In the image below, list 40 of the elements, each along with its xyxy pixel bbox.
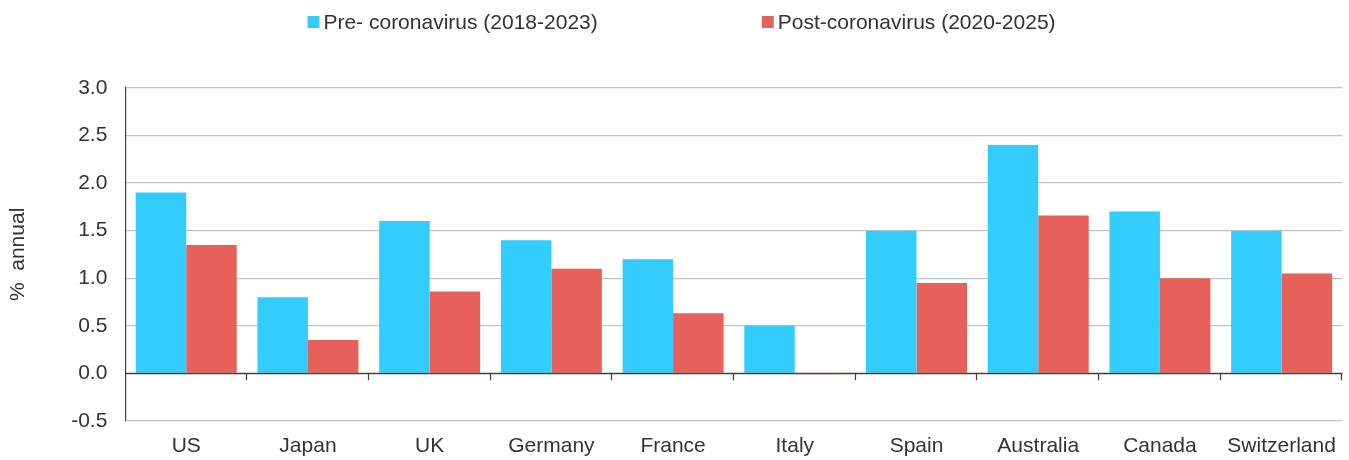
bar <box>1231 230 1282 373</box>
y-tick-label: 2.0 <box>78 169 108 193</box>
legend-label: Post-coronavirus (2020-2025) <box>777 9 1056 33</box>
bar <box>500 240 552 373</box>
bar <box>307 339 359 373</box>
bar <box>987 145 1039 373</box>
x-tick-label: UK <box>415 433 445 457</box>
bar <box>551 268 602 373</box>
bar <box>744 325 795 373</box>
y-tick-label: 3.0 <box>78 74 108 98</box>
x-tick-label: Australia <box>997 433 1080 457</box>
bar <box>1281 273 1333 373</box>
y-tick-label: 1.5 <box>78 217 108 241</box>
x-tick-label: France <box>640 433 706 457</box>
bar <box>1109 211 1160 373</box>
bar <box>429 291 481 373</box>
bar <box>379 221 430 373</box>
bar <box>622 259 674 373</box>
bar <box>1038 215 1089 373</box>
y-tick-label: 0.0 <box>78 360 108 384</box>
bar <box>257 297 308 373</box>
x-tick-label: US <box>171 433 201 457</box>
x-tick-label: Spain <box>889 433 944 457</box>
bar <box>1159 278 1211 373</box>
y-tick-label: 1.0 <box>78 264 108 288</box>
y-axis-title: % annual <box>5 207 29 302</box>
bar <box>186 244 237 373</box>
y-tick-label: 0.5 <box>78 312 108 336</box>
y-tick-label: -0.5 <box>71 407 108 431</box>
x-tick-label: Germany <box>508 433 596 457</box>
bar <box>916 282 968 373</box>
y-tick-label: 2.5 <box>78 122 108 146</box>
x-tick-label: Japan <box>279 433 337 457</box>
x-tick-label: Italy <box>775 433 815 457</box>
bar <box>673 313 724 373</box>
bar <box>865 230 917 373</box>
legend-label: Pre- coronavirus (2018-2023) <box>323 9 598 33</box>
x-tick-label: Switzerland <box>1227 433 1336 457</box>
bar <box>135 192 187 373</box>
x-tick-label: Canada <box>1123 433 1198 457</box>
